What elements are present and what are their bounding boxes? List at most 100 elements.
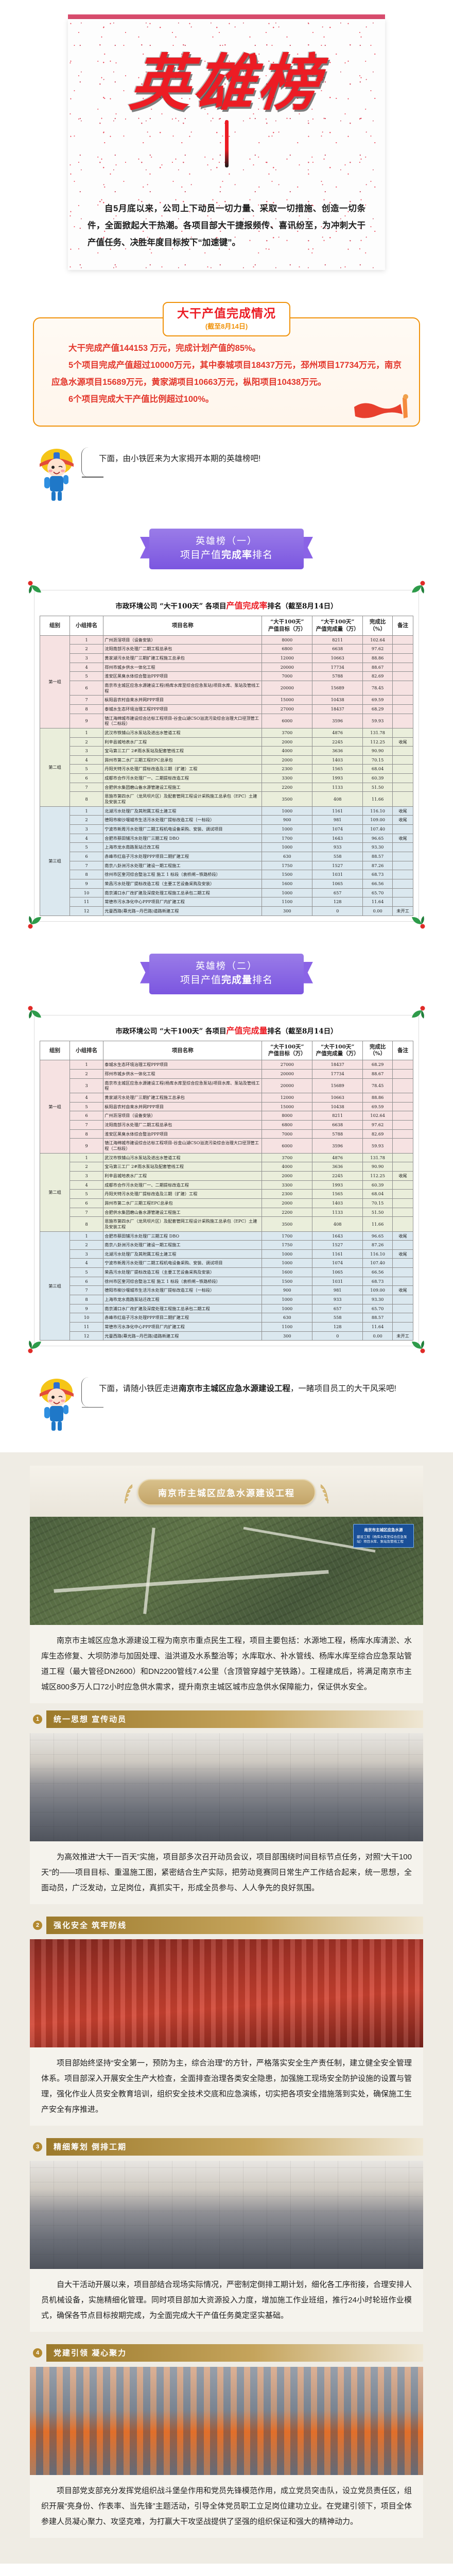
group-cell: 第一组 xyxy=(40,1060,70,1154)
section-heading: 3 精细筹划 倒排工期 xyxy=(30,2138,423,2156)
ranking2-ribbon-heading: 英雄榜（二） 项目产值完成量排名 xyxy=(140,953,313,995)
rank-cell: 7 xyxy=(69,860,104,871)
completed-cell: 3596 xyxy=(312,713,363,728)
completed-cell: 1643 xyxy=(312,833,363,843)
target-cell: 1000 xyxy=(262,1249,313,1259)
note-cell xyxy=(392,635,413,645)
note-cell xyxy=(392,1069,413,1079)
percent-cell: 68.29 xyxy=(362,1060,393,1070)
ranking2-table-body: 第一组 1 泰城水生态环境治理工程PPP项目 27000 18437 68.29 2 邳州市城… xyxy=(40,1060,413,1341)
rank-cell: 8 xyxy=(69,870,104,880)
rank-cell: 9 xyxy=(69,713,104,728)
worker-mascot-icon xyxy=(40,448,74,501)
note-cell xyxy=(392,662,413,672)
col-header-3: “大干100天” 产值目标（万） xyxy=(262,1041,313,1061)
percent-cell: 78.45 xyxy=(362,1078,393,1094)
speech2-pre: 下面，请随小铁匠走进 xyxy=(99,1384,179,1394)
table-row: 9 荣昌污水处理厂提标改造工程（主要工艺设备采购及安装） 1600 1065 66.56 xyxy=(40,879,413,889)
note-cell xyxy=(392,1216,413,1232)
note-cell xyxy=(392,879,413,889)
target-cell: 300 xyxy=(262,1331,313,1341)
table-row: 2 沈阳南部污水处理厂二期工程总承包 6800 6638 97.62 xyxy=(40,644,413,654)
target-cell: 2000 xyxy=(262,1198,313,1208)
table-row: 6 南京市主城区应急水源建设工程(杨库水库至综合应急泵站)项目水库、泵站及管线工程… xyxy=(40,680,413,696)
table-row: 8 徐州市区奎河综合整治工程 施工 1 标段（袁桥闸~铁路桥段） 1500 1031 6… xyxy=(40,870,413,880)
mascot-speech-row-1: 下面，由小铁匠来为大家揭开本期的英雄榜吧! xyxy=(33,444,420,502)
completed-cell: 1527 xyxy=(312,860,363,871)
target-cell: 6000 xyxy=(262,713,313,728)
col-header-5: 完成比（%） xyxy=(362,1041,393,1061)
project-name-cell: 武汉市铁铺山污水泵站及进出水管道工程 xyxy=(103,1153,263,1163)
col-header-4: “大干100天” 产值完成量（万） xyxy=(312,1041,363,1061)
completed-cell: 1065 xyxy=(312,1267,363,1277)
project-name-cell: 枞阳县农村自来水并网PPP项目 xyxy=(103,695,263,705)
percent-cell: 97.62 xyxy=(362,1120,393,1130)
rank-cell: 8 xyxy=(69,1129,104,1139)
section-photo xyxy=(30,1939,423,2048)
target-cell: 3500 xyxy=(262,1216,313,1232)
percent-cell: 88.67 xyxy=(362,662,393,672)
note-cell xyxy=(392,671,413,681)
section-number-badge: 3 xyxy=(33,2142,42,2152)
speech-brace-icon xyxy=(81,1377,103,1408)
table-row: 4 邳州市城乡供水一体化工程 20000 17734 88.67 xyxy=(40,662,413,672)
completed-cell: 408 xyxy=(312,791,363,807)
target-cell: 1100 xyxy=(262,897,313,907)
rank-cell: 5 xyxy=(69,671,104,681)
target-cell: 1500 xyxy=(262,1276,313,1286)
table-row: 3 利辛县城地表水厂工程 2000 2245 112.25 收尾 xyxy=(40,1171,413,1181)
hero-card: 英雄榜 自5月底以来，公司上下动员一切力量、采取一切措施、创造一切条件，全面掀起… xyxy=(68,19,385,270)
percent-cell: 116.10 xyxy=(362,1249,393,1259)
note-cell xyxy=(392,1101,413,1112)
project-name-cell: 北湖污水处理厂及其附属工程土建工程 xyxy=(103,806,263,816)
rank-cell: 7 xyxy=(69,1285,104,1296)
col-header-5: 完成比（%） xyxy=(362,616,393,636)
percent-cell: 131.78 xyxy=(362,727,393,738)
note-cell xyxy=(392,1303,413,1314)
project-name-cell: 合肥市蔡田铺污水处理厂三期工程 DBO xyxy=(103,1231,263,1241)
table-row: 6 赤峰市红庙子污水处理PPP项目二期扩建工程 630 558 88.57 xyxy=(40,852,413,861)
section-number-badge: 1 xyxy=(33,1715,42,1724)
ribbon-line-1: 英雄榜（二） xyxy=(196,960,257,971)
target-cell: 1000 xyxy=(262,1295,313,1304)
completed-cell: 3636 xyxy=(312,1162,363,1172)
percent-cell: 109.00 xyxy=(362,815,393,825)
rank-cell: 12 xyxy=(69,906,104,916)
section-photo xyxy=(30,2161,423,2269)
table-header-row: 组别 小组排名 项目名称 “大干100天” 产值目标（万） “大干100天” 产值完成量（万… xyxy=(40,1041,413,1061)
table-row: 6 广州沥滘项目（设备安装） 8000 8211 102.64 xyxy=(40,1111,413,1121)
percent-cell: 65.70 xyxy=(362,888,393,898)
section-heading-text: 统一思想 宣传动员 xyxy=(46,1710,423,1728)
table-row: 9 南京浦口水厂改扩建及深度处理工程施工总承包二期工程 1000 657 65.70 xyxy=(40,1303,413,1314)
project-name-cell: 黄家湖污水处理厂三期扩建工程施工总承包 xyxy=(103,653,263,663)
note-cell xyxy=(392,1060,413,1070)
table-row: 2 宝马第三工厂 2#雨水泵站及配套管线工程 4000 3636 90.90 xyxy=(40,1162,413,1172)
percent-cell: 68.04 xyxy=(362,1189,393,1199)
note-cell: 收尾 xyxy=(392,1285,413,1296)
hero-section: 英雄榜 自5月底以来，公司上下动员一切力量、采取一切措施、创造一切条件，全面掀起… xyxy=(0,14,453,270)
percent-cell: 88.57 xyxy=(362,852,393,861)
rank-cell: 2 xyxy=(69,1162,104,1172)
target-cell: 8000 xyxy=(262,635,313,645)
rank-cell: 6 xyxy=(69,1276,104,1286)
project-name-cell: 武汉市铁铺山污水泵站及进出水管道工程 xyxy=(103,727,263,738)
col-header-2: 项目名称 xyxy=(103,616,263,636)
note-cell xyxy=(392,1111,413,1121)
percent-cell: 68.73 xyxy=(362,870,393,880)
completed-cell: 1161 xyxy=(312,806,363,816)
target-cell: 1750 xyxy=(262,1240,313,1250)
wheat-left-icon xyxy=(124,1484,133,1504)
note-cell: 收尾 xyxy=(392,737,413,747)
project-name-cell: 常德市污水净化中心PPP项目厂内扩建工程 xyxy=(103,897,263,907)
percent-cell: 66.56 xyxy=(362,879,393,889)
note-cell xyxy=(392,695,413,705)
project-name-cell: 成都市合作污水处理厂一、二期提标改造工程 xyxy=(103,773,263,783)
ribbon-line-2: 项目产值完成量排名 xyxy=(149,973,304,988)
table-row: 9 镇江海绵城市建设综合达标工程项目-谷金山湖CSO溢流污染综合治理大口径顶管工程… xyxy=(40,1138,413,1154)
percent-cell: 93.30 xyxy=(362,842,393,853)
completed-cell: 558 xyxy=(312,1313,363,1323)
project-name-cell: 淮安区黑臭水体综合整治PPP项目 xyxy=(103,1129,263,1139)
rank-cell: 2 xyxy=(69,737,104,747)
project-name-cell: 泰城水生态环境治理工程PPP项目 xyxy=(103,1060,263,1070)
target-cell: 630 xyxy=(262,852,313,861)
